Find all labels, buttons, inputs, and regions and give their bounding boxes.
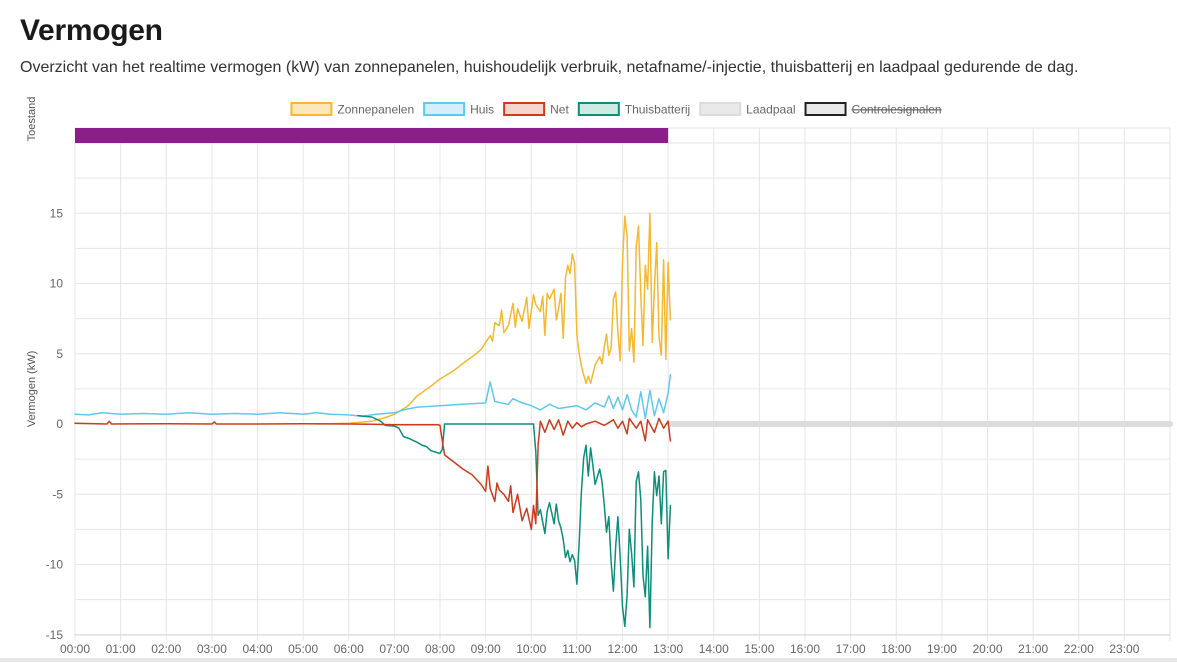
legend-label-net[interactable]: Net [550, 103, 569, 117]
legend-swatch-controlesignalen[interactable] [804, 102, 847, 116]
y-tick-label: 15 [50, 206, 64, 220]
x-tick-label: 18:00 [881, 642, 911, 656]
x-tick-label: 03:00 [197, 642, 227, 656]
power-chart-svg: -15 -10 -5 0 5 10 15 00:00 01:00 02:00 03:00 04:00 0… [26, 97, 1173, 656]
y-tick-label: -5 [52, 487, 63, 501]
series-line-zonnepanelen [316, 212, 672, 425]
series-line-net [74, 417, 672, 531]
series-line-huis [74, 374, 672, 420]
x-tick-label: 05:00 [288, 642, 318, 656]
legend-swatch-zonnepanelen[interactable] [290, 102, 333, 116]
page-subtitle: Overzicht van het realtime vermogen (kW)… [20, 59, 1079, 76]
series-line-thuisbatterij [357, 414, 672, 629]
x-tick-label: 15:00 [744, 642, 774, 656]
x-tick-label: 11:00 [562, 642, 591, 656]
status-axis-title: Toestand [26, 97, 38, 142]
y-tick-label: 5 [56, 347, 63, 361]
x-tick-label: 17:00 [836, 642, 866, 656]
x-tick-label: 10:00 [516, 642, 546, 656]
x-tick-label: 06:00 [334, 642, 364, 656]
x-tick-label: 01:00 [106, 642, 136, 656]
y-tick-label: -10 [46, 558, 64, 572]
x-tick-label: 02:00 [151, 642, 181, 656]
legend-swatch-thuisbatterij[interactable] [577, 102, 620, 116]
x-tick-label: 08:00 [425, 642, 455, 656]
y-tick-label: 10 [50, 277, 64, 291]
x-tick-label: 14:00 [699, 642, 729, 656]
legend-swatch-laadpaal[interactable] [699, 102, 742, 116]
legend-label-zonnepanelen[interactable]: Zonnepanelen [337, 103, 414, 117]
x-tick-label: 00:00 [60, 642, 90, 656]
x-tick-label: 12:00 [607, 642, 637, 656]
y-axis-title: Vermogen (kW) [26, 351, 38, 427]
x-tick-label: 09:00 [471, 642, 501, 656]
page-title: Vermogen [20, 14, 163, 47]
x-tick-label: 23:00 [1109, 642, 1139, 656]
status-band [75, 128, 669, 143]
legend-swatch-net[interactable] [503, 102, 546, 116]
legend-label-controlesignalen[interactable]: Controlesignalen [852, 103, 942, 117]
x-tick-label: 19:00 [927, 642, 957, 656]
legend-label-huis[interactable]: Huis [470, 103, 494, 117]
y-tick-label: -15 [46, 628, 64, 642]
x-tick-label: 07:00 [379, 642, 409, 656]
legend-label-thuisbatterij[interactable]: Thuisbatterij [625, 103, 690, 117]
x-tick-label: 16:00 [790, 642, 820, 656]
y-tick-label: 0 [56, 417, 63, 431]
power-chart: -15 -10 -5 0 5 10 15 00:00 01:00 02:00 03:00 04:00 0… [0, 95, 1177, 662]
legend-label-laadpaal[interactable]: Laadpaal [746, 103, 795, 117]
x-tick-label: 04:00 [242, 642, 272, 656]
x-tick-label: 20:00 [972, 642, 1002, 656]
legend-swatch-huis[interactable] [423, 102, 466, 116]
bottom-divider [0, 658, 1177, 662]
x-tick-label: 21:00 [1018, 642, 1048, 656]
x-tick-label: 22:00 [1064, 642, 1094, 656]
x-tick-label: 13:00 [653, 642, 683, 656]
